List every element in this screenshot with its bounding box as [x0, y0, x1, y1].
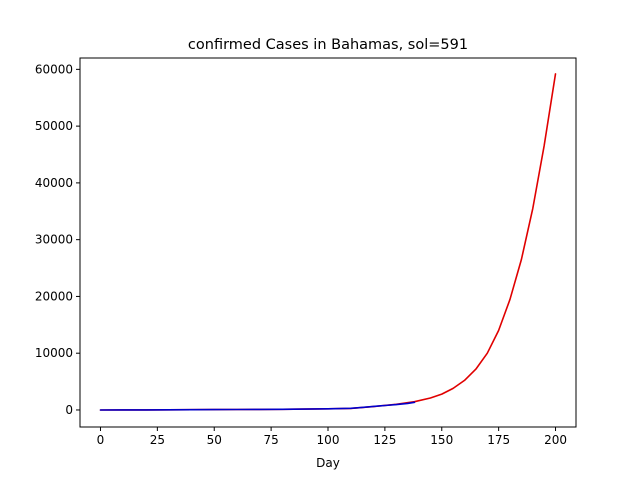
x-tick-label: 200: [544, 433, 567, 447]
plot-frame: [79, 57, 577, 428]
x-tick-label: 125: [373, 433, 396, 447]
x-tick-label: 100: [317, 433, 340, 447]
x-tick-label: 0: [97, 433, 105, 447]
x-tick-label: 50: [207, 433, 222, 447]
series-line-0: [99, 73, 557, 411]
y-tick-label: 10000: [35, 346, 73, 360]
y-tick-label: 30000: [35, 233, 73, 247]
y-tick-label: 50000: [35, 119, 73, 133]
y-tick-label: 0: [65, 403, 73, 417]
plot-series: [99, 73, 557, 411]
series-line-1: [99, 401, 416, 411]
x-tick-label: 25: [150, 433, 165, 447]
x-axis: 0 25 50 75 100 125 150 175 200: [97, 427, 567, 447]
x-tick-label: 150: [430, 433, 453, 447]
x-tick-label: 175: [487, 433, 510, 447]
y-tick-label: 60000: [35, 62, 73, 76]
chart-title: confirmed Cases in Bahamas, sol=591: [188, 37, 468, 53]
y-tick-label: 20000: [35, 289, 73, 303]
x-tick-label: 75: [263, 433, 278, 447]
y-axis: 0 10000 20000 30000 40000 50000 60000: [35, 62, 80, 417]
x-axis-label: Day: [316, 456, 340, 470]
y-tick-label: 40000: [35, 176, 73, 190]
